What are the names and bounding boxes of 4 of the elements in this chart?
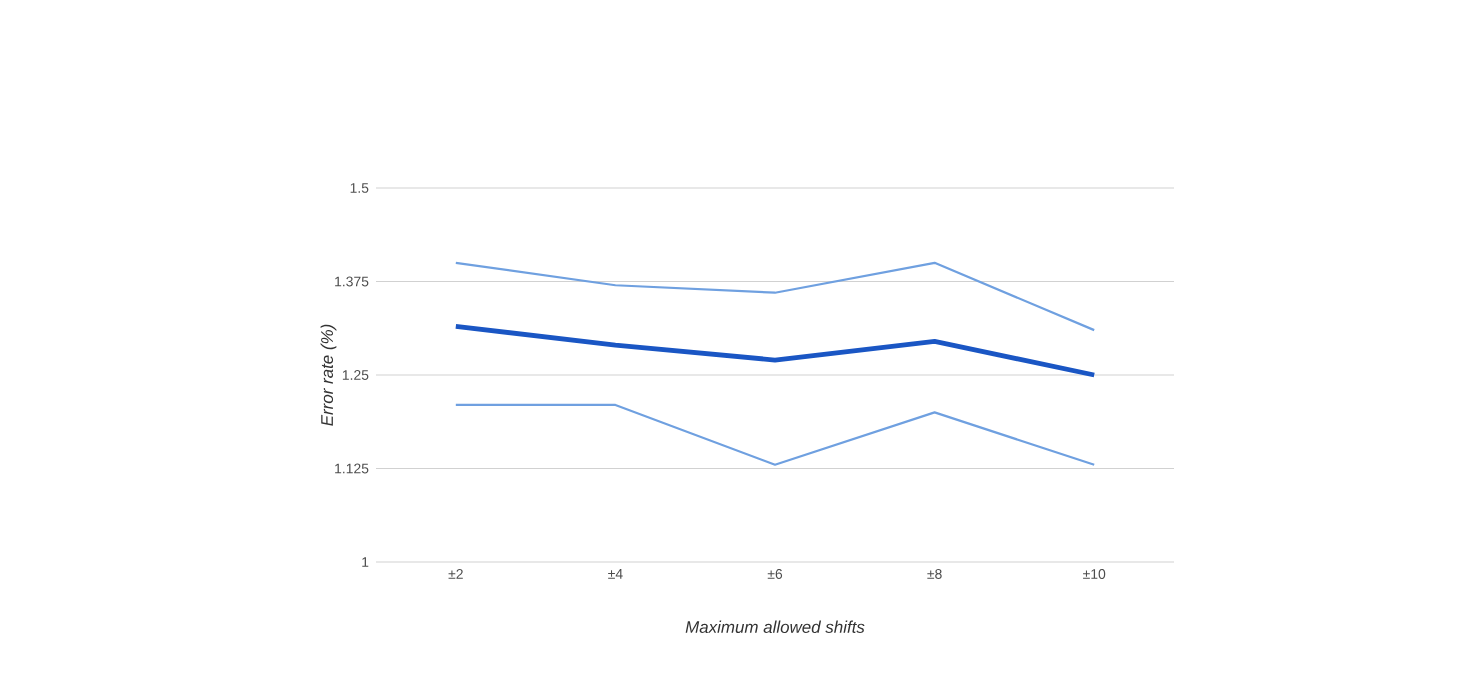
- x-axis-title: Maximum allowed shifts: [685, 620, 865, 634]
- y-axis-title: Error rate (%): [320, 324, 337, 426]
- line-series: [454, 261, 1096, 332]
- line-series: [453, 323, 1097, 378]
